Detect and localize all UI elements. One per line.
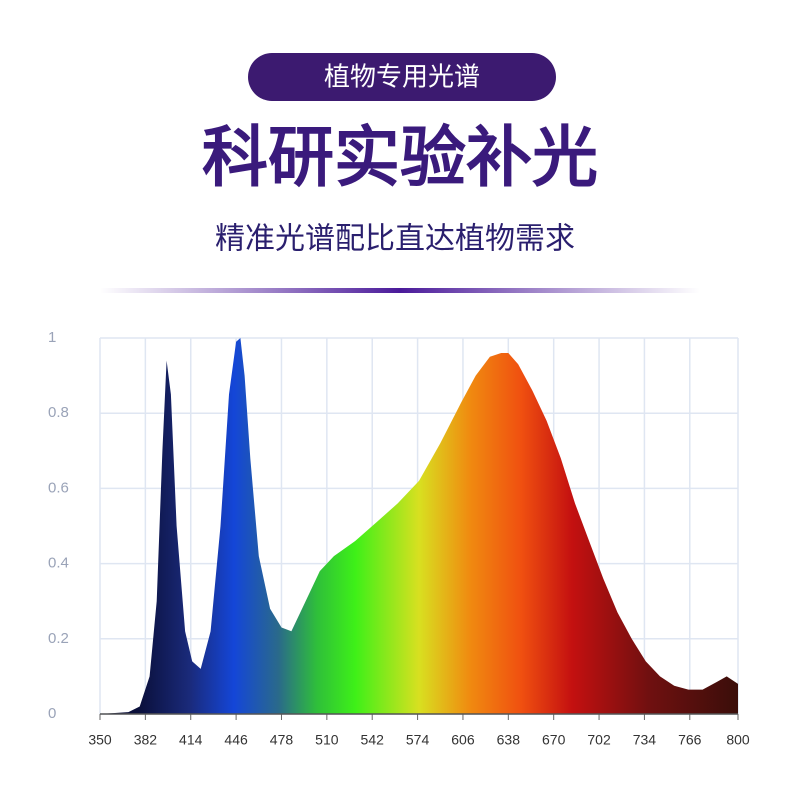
x-tick-label: 734	[633, 732, 657, 748]
spectrum-area	[100, 338, 738, 714]
badge: 植物专用光谱	[324, 63, 480, 93]
x-tick-label: 414	[179, 732, 203, 748]
y-tick-label: 1	[48, 329, 56, 346]
x-tick-label: 638	[497, 732, 521, 748]
y-tick-label: 0	[48, 705, 56, 722]
title: 科研实验补光	[202, 119, 598, 196]
x-tick-label: 670	[542, 732, 566, 748]
x-tick-label: 478	[270, 732, 294, 748]
x-tick-label: 702	[587, 732, 611, 748]
y-tick-label: 0.8	[48, 404, 69, 421]
x-tick-label: 606	[451, 732, 475, 748]
divider	[100, 288, 700, 293]
x-tick-label: 574	[406, 732, 430, 748]
y-tick-label: 0.6	[48, 479, 69, 496]
y-tick-label: 0.2	[48, 630, 69, 647]
x-tick-label: 382	[134, 732, 158, 748]
x-tick-label: 766	[678, 732, 702, 748]
x-tick-label: 542	[361, 732, 385, 748]
subtitle: 精准光谱配比直达植物需求	[215, 222, 575, 257]
y-tick-label: 0.4	[48, 555, 69, 572]
x-tick-label: 510	[315, 732, 339, 748]
x-tick-label: 800	[726, 732, 750, 748]
badge-bg	[248, 53, 556, 101]
x-tick-label: 350	[88, 732, 112, 748]
x-tick-label: 446	[224, 732, 248, 748]
